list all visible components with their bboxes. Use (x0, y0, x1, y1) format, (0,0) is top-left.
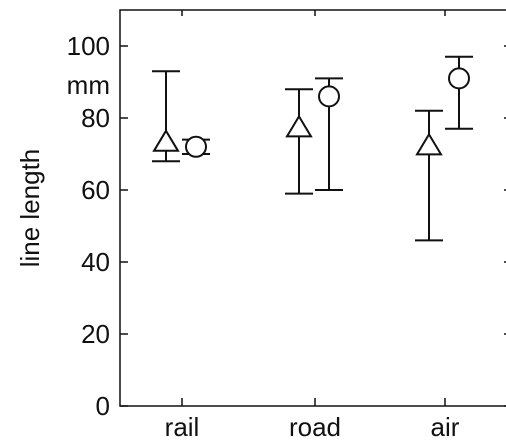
x-tick-label: air (431, 412, 460, 441)
y-axis-unit: mm (67, 70, 110, 100)
x-tick-label: road (289, 412, 341, 441)
plot-frame (119, 9, 506, 407)
data-point-circle (318, 85, 340, 108)
x-tick-label: rail (165, 412, 200, 441)
y-tick-label: 40 (81, 247, 110, 277)
y-tick-label: 100 (67, 31, 110, 61)
data-point-circle (448, 67, 470, 90)
series-circle (182, 55, 473, 191)
y-tick-label: 80 (81, 103, 110, 133)
x-axis: rail road air (165, 10, 460, 442)
y-axis: 0 20 40 60 80 100 (67, 31, 506, 421)
data-point-triangle (285, 114, 313, 138)
data-point-triangle (152, 128, 180, 152)
data-point-triangle (415, 132, 443, 156)
series-triangle (152, 70, 443, 242)
y-tick-label: 60 (81, 175, 110, 205)
y-tick-label: 0 (96, 391, 110, 421)
data-point-circle (185, 135, 207, 158)
y-axis-title: line length (15, 149, 45, 268)
y-tick-label: 20 (81, 319, 110, 349)
plot-area (152, 55, 473, 242)
